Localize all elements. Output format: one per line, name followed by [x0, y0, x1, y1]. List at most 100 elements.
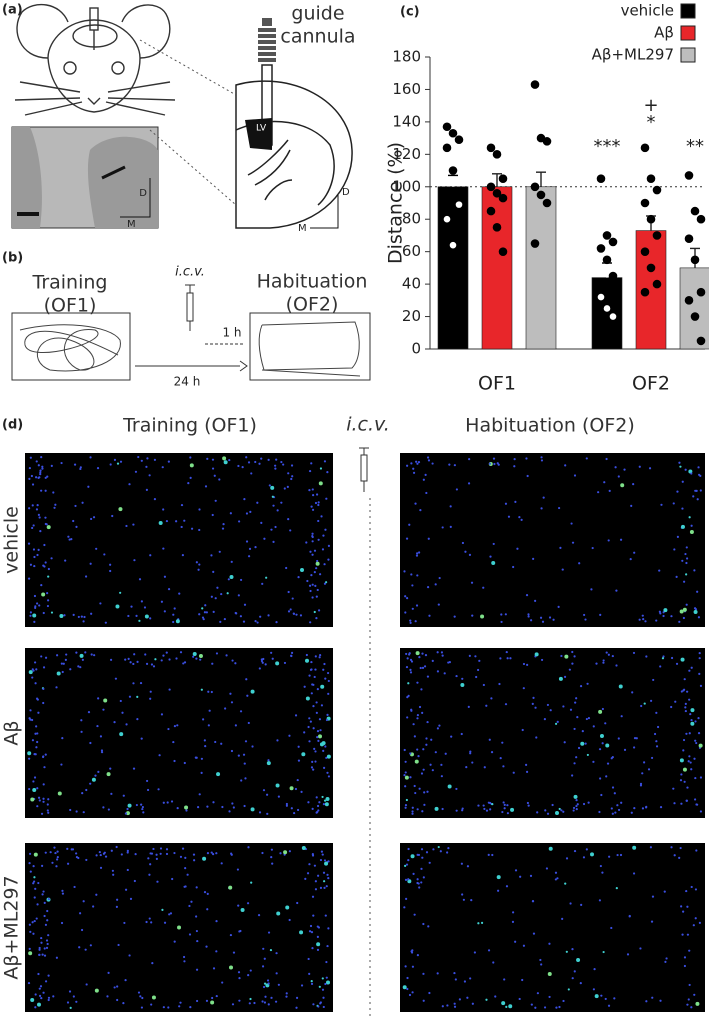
point — [56, 654, 59, 657]
point — [697, 616, 701, 619]
point — [695, 741, 698, 745]
point — [415, 651, 420, 656]
point — [629, 558, 632, 561]
point — [32, 865, 35, 868]
point — [286, 485, 289, 489]
x-tick-label: OF1 — [478, 373, 516, 395]
point — [694, 917, 697, 920]
point — [421, 666, 425, 669]
point — [70, 538, 73, 541]
point — [602, 661, 605, 664]
point — [44, 753, 47, 756]
point — [485, 809, 489, 812]
point — [316, 810, 319, 814]
point — [271, 495, 274, 498]
point — [419, 666, 422, 670]
point — [47, 798, 50, 801]
point — [498, 682, 501, 686]
annotation: Training — [32, 272, 108, 294]
point — [149, 852, 152, 855]
point — [100, 749, 104, 752]
point — [586, 753, 589, 757]
point — [171, 877, 174, 881]
point — [499, 657, 502, 660]
point — [263, 537, 266, 540]
point — [31, 483, 35, 486]
point — [480, 921, 484, 924]
point — [635, 737, 638, 740]
point — [325, 756, 328, 759]
point — [426, 675, 430, 678]
point — [527, 615, 530, 618]
point — [289, 529, 292, 532]
point — [229, 692, 232, 695]
point — [590, 852, 595, 857]
point — [198, 508, 201, 511]
point — [614, 811, 617, 814]
point — [312, 683, 315, 686]
point — [404, 760, 407, 763]
point — [320, 684, 325, 689]
point — [155, 857, 158, 860]
point — [269, 948, 273, 952]
point — [207, 724, 210, 727]
point — [297, 745, 300, 748]
point — [314, 655, 317, 658]
point — [407, 859, 410, 862]
point — [137, 455, 140, 459]
point — [410, 462, 413, 465]
point — [161, 908, 164, 911]
point — [34, 753, 37, 756]
point — [204, 604, 207, 607]
point — [240, 908, 245, 913]
point — [29, 870, 32, 873]
point — [447, 784, 452, 789]
point — [680, 524, 685, 529]
point — [411, 949, 414, 952]
point — [322, 766, 326, 769]
point — [179, 651, 183, 654]
point — [306, 872, 310, 875]
point — [230, 701, 234, 704]
point — [412, 723, 415, 726]
point — [639, 947, 642, 950]
point — [602, 659, 605, 662]
point — [192, 655, 195, 658]
point — [685, 561, 688, 565]
point — [84, 575, 88, 578]
point — [312, 1003, 315, 1006]
point — [315, 567, 318, 570]
point — [682, 910, 685, 913]
point — [327, 927, 330, 930]
point — [678, 856, 681, 859]
point — [405, 652, 408, 656]
point — [237, 904, 240, 907]
point — [232, 951, 236, 954]
point — [39, 530, 42, 533]
data-point — [530, 182, 540, 192]
point — [425, 851, 429, 854]
annotation: Habituation — [257, 271, 368, 293]
point — [694, 720, 697, 723]
point — [165, 848, 169, 851]
point — [663, 890, 666, 893]
point — [319, 742, 324, 747]
trajectory — [19, 324, 121, 372]
point — [574, 701, 577, 704]
point — [195, 999, 199, 1003]
point — [514, 869, 518, 872]
point — [28, 852, 32, 855]
annotation: (OF2) — [286, 294, 339, 316]
point — [37, 796, 41, 799]
point — [195, 915, 198, 918]
point — [134, 470, 138, 473]
point — [684, 706, 687, 709]
point — [39, 985, 43, 988]
point — [28, 787, 31, 791]
point — [575, 799, 578, 802]
y-tick-label: 0 — [411, 340, 421, 358]
point — [680, 905, 683, 908]
point — [79, 653, 84, 658]
point — [608, 855, 611, 858]
point — [416, 574, 419, 577]
